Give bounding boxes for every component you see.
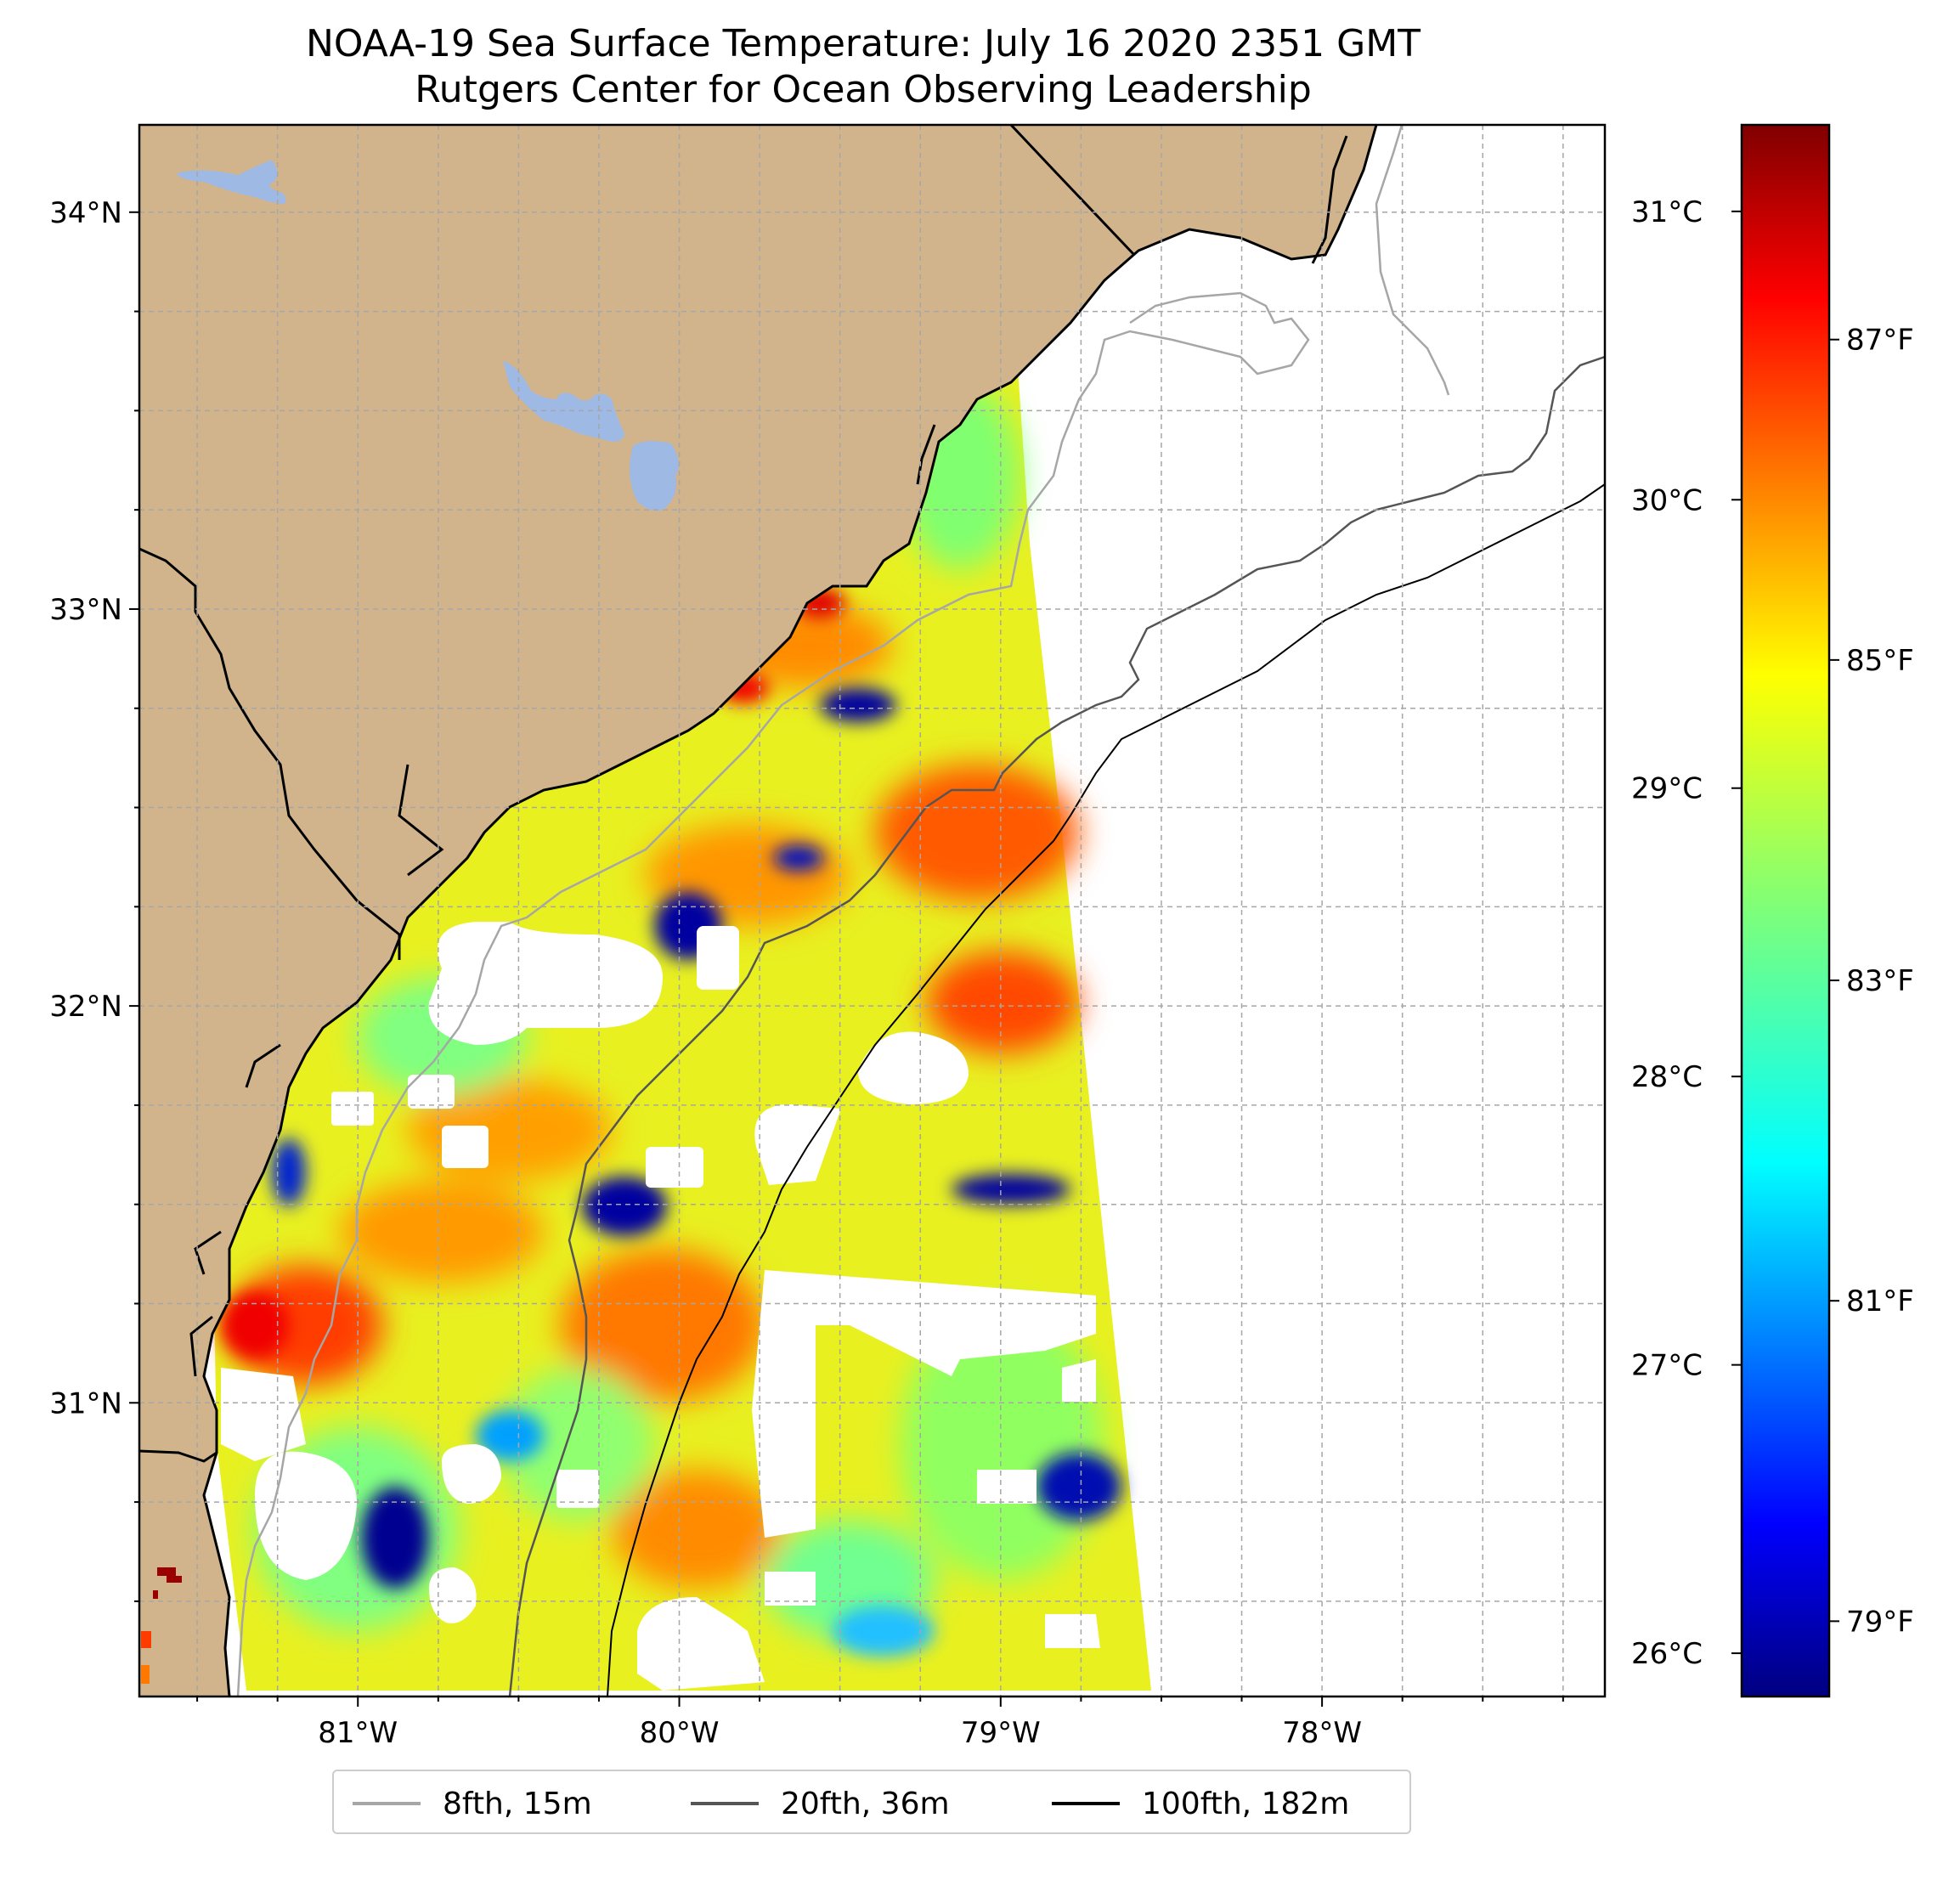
colorbar-c-label: 26°C bbox=[1631, 1637, 1703, 1671]
sst-swath-base bbox=[212, 368, 1151, 1691]
legend-label: 8fth, 15m bbox=[443, 1786, 592, 1821]
sst-cool-patch bbox=[582, 1177, 667, 1236]
lat-tick-label: 32°N bbox=[49, 990, 122, 1024]
lat-tick-label: 33°N bbox=[49, 593, 122, 627]
legend-item-8fth: 8fth, 15m bbox=[353, 1785, 592, 1822]
colorbar-c-label: 30°C bbox=[1631, 483, 1703, 517]
legend: 8fth, 15m 20fth, 36m 100fth, 182m bbox=[332, 1770, 1411, 1834]
gridlines bbox=[139, 125, 1605, 1697]
sst-cool-patch bbox=[773, 845, 824, 871]
lon-tick-label: 81°W bbox=[318, 1716, 398, 1750]
isobath-100fth bbox=[607, 483, 1605, 1697]
colorbar-f-label: 79°F bbox=[1846, 1605, 1914, 1639]
legend-item-100fth: 100fth, 182m bbox=[1052, 1785, 1349, 1822]
sst-green-patch bbox=[501, 1368, 654, 1521]
legend-swatch-8fth bbox=[353, 1802, 421, 1805]
colorbar-fahrenheit-axis: 87°F 85°F 83°F 81°F 79°F bbox=[1829, 324, 1914, 1639]
land-mainland bbox=[139, 125, 1376, 1697]
state-boundaries bbox=[139, 125, 1136, 1463]
sst-coastal-pixels bbox=[141, 1567, 182, 1684]
legend-item-20fth: 20fth, 36m bbox=[691, 1785, 950, 1822]
lat-tick-label: 34°N bbox=[49, 196, 122, 230]
chart-title: NOAA-19 Sea Surface Temperature: July 16… bbox=[305, 22, 1421, 65]
legend-swatch-100fth bbox=[1052, 1802, 1120, 1805]
colorbar bbox=[1740, 123, 1831, 1698]
sst-cool-patch bbox=[476, 1410, 544, 1461]
sst-cool-patch bbox=[361, 1487, 429, 1589]
sst-cool-patch bbox=[1036, 1453, 1121, 1521]
colorbar-f-label: 83°F bbox=[1846, 964, 1914, 998]
lat-axis: 34°N 33°N 32°N 31°N bbox=[49, 196, 139, 1602]
lon-tick-label: 78°W bbox=[1282, 1716, 1362, 1750]
lon-tick-label: 79°W bbox=[961, 1716, 1041, 1750]
sst-cool-patch bbox=[272, 1138, 306, 1206]
lakes bbox=[177, 160, 679, 511]
colorbar-c-label: 28°C bbox=[1631, 1060, 1703, 1094]
colorbar-f-label: 85°F bbox=[1846, 644, 1914, 678]
sst-warm-patch bbox=[561, 1249, 765, 1402]
lat-tick-label: 31°N bbox=[49, 1386, 122, 1420]
legend-label: 100fth, 182m bbox=[1142, 1786, 1350, 1821]
coast-detail bbox=[189, 125, 1378, 1697]
sst-cool-patch bbox=[952, 1174, 1070, 1205]
colorbar-c-label: 31°C bbox=[1631, 195, 1703, 229]
sst-warm-patch bbox=[612, 1470, 782, 1589]
colorbar-f-label: 87°F bbox=[1846, 324, 1914, 358]
sst-swath bbox=[212, 368, 1151, 1691]
sst-warm-patch bbox=[926, 951, 1079, 1053]
sst-cool-patch bbox=[820, 688, 896, 722]
isobath-20fth bbox=[508, 355, 1605, 1697]
legend-swatch-20fth bbox=[691, 1802, 759, 1805]
sst-hot-coast bbox=[221, 1291, 289, 1359]
colorbar-celsius-axis: 31°C 30°C 29°C 28°C 27°C 26°C bbox=[1631, 195, 1742, 1671]
chart-subtitle: Rutgers Center for Ocean Observing Leade… bbox=[415, 68, 1312, 111]
colorbar-c-label: 29°C bbox=[1631, 772, 1703, 806]
sst-cool-patch bbox=[833, 1606, 935, 1657]
sst-warm-patch bbox=[340, 1181, 544, 1283]
colorbar-c-label: 27°C bbox=[1631, 1349, 1703, 1383]
isobath-8fth bbox=[236, 125, 1450, 1697]
map-frame bbox=[138, 123, 1607, 1698]
colorbar-f-label: 81°F bbox=[1846, 1284, 1914, 1318]
lon-tick-label: 80°W bbox=[640, 1716, 720, 1750]
legend-label: 20fth, 36m bbox=[781, 1786, 950, 1821]
lon-axis: 81°W 80°W 79°W 78°W bbox=[196, 1697, 1564, 1750]
